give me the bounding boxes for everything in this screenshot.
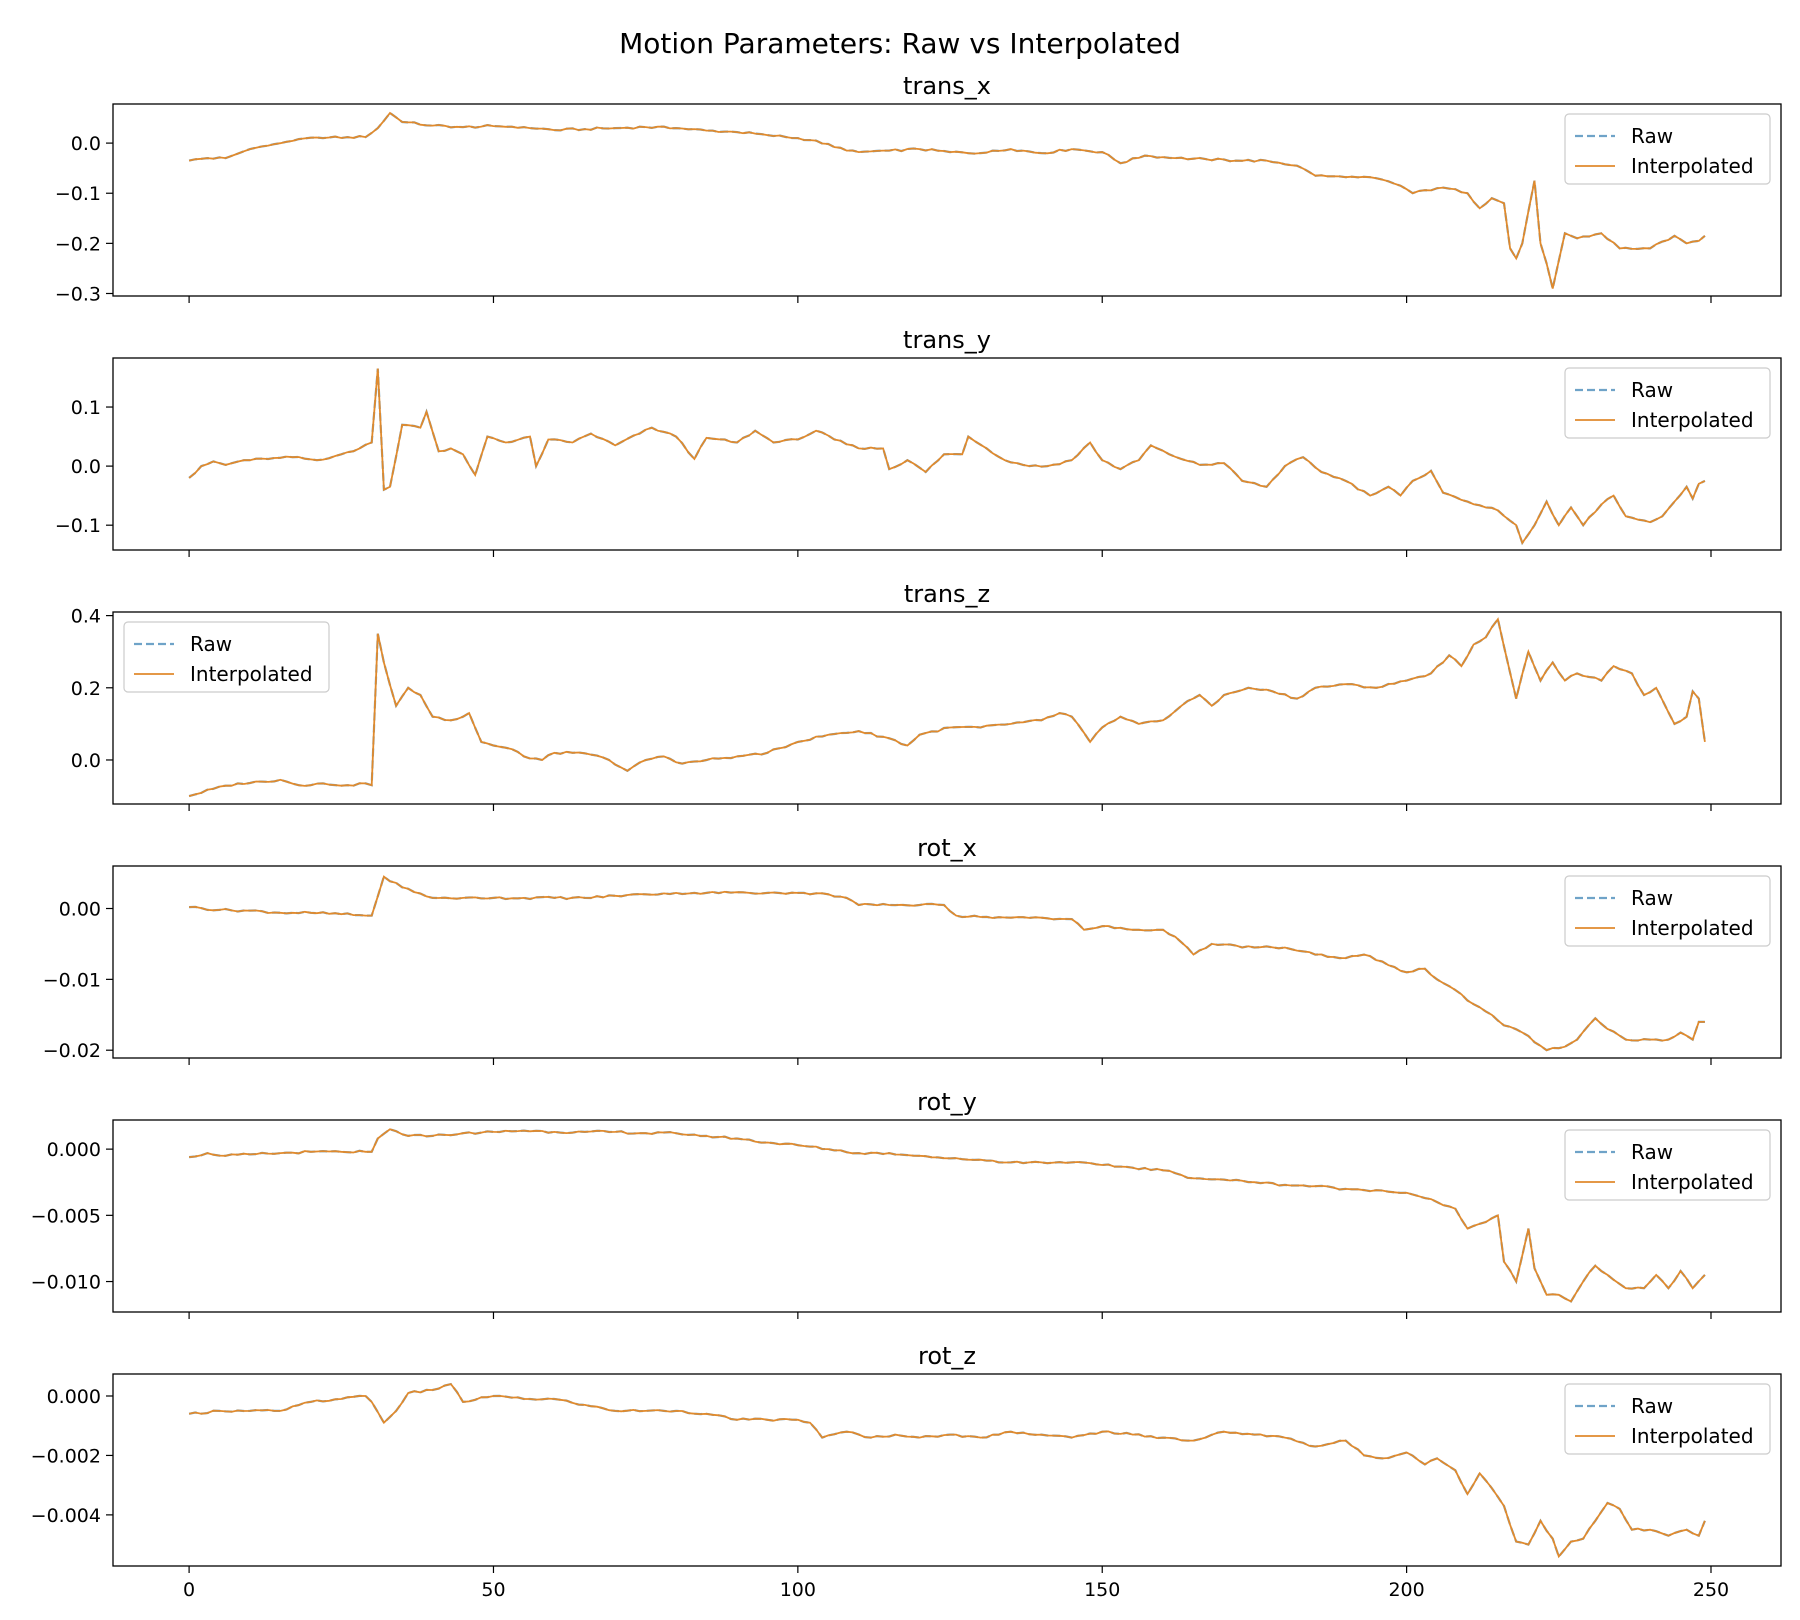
- legend-label-raw: Raw: [1631, 1140, 1673, 1164]
- y-tick-label-trans-z: 0.4: [71, 606, 101, 628]
- y-tick-label-rot-z: −0.004: [31, 1505, 101, 1527]
- y-tick-label-rot-z: 0.000: [47, 1386, 101, 1408]
- legend-box: [1564, 113, 1771, 185]
- panel-rot-y: rot_y 0.000 −0.005 −0.010 Raw Interpolated: [31, 1088, 1782, 1319]
- legend-label-raw: Raw: [1631, 886, 1673, 910]
- series-line-raw-trans-z: [188, 616, 1706, 798]
- y-tick-label-trans-y: 0.1: [71, 397, 101, 419]
- y-tick-label-rot-x: −0.02: [43, 1040, 101, 1062]
- series-line-interpolated-rot-z: [188, 1383, 1706, 1559]
- y-tick-label-trans-x: −0.2: [55, 233, 101, 255]
- x-tick-label: 50: [481, 1579, 505, 1601]
- legend-label-raw: Raw: [1631, 378, 1673, 402]
- series-line-interpolated-trans-x: [188, 111, 1706, 289]
- y-tick-label-trans-z: 0.2: [71, 678, 101, 700]
- legend-label-raw: Raw: [1631, 1394, 1673, 1418]
- legend-label-interpolated: Interpolated: [1631, 154, 1754, 178]
- panel-title-trans-y: trans_y: [903, 326, 991, 354]
- series-line-interpolated-rot-x: [189, 875, 1705, 1052]
- axes-frame-trans-x: [112, 103, 1782, 297]
- legend-label-interpolated: Interpolated: [1631, 1424, 1754, 1448]
- panels-group: trans_x0.0−0.1−0.2−0.3RawInterpolatedtra…: [31, 72, 1782, 1601]
- series-line-raw-rot-x: [189, 874, 1705, 1052]
- axes-frame-trans-y: [112, 357, 1782, 551]
- legend-trans-z: Raw Interpolated: [123, 621, 330, 693]
- panel-trans-z: trans_z 0.4 0.2 0.0 Raw Interpolated: [71, 580, 1782, 811]
- legend-trans-y: Raw Interpolated: [1564, 367, 1771, 439]
- series-line-raw-trans-y: [188, 368, 1706, 546]
- legend-box: [1564, 1129, 1771, 1201]
- panel-title-rot-x: rot_x: [917, 834, 977, 862]
- legend-trans-x: Raw Interpolated: [1564, 113, 1771, 185]
- legend-rot-z: Raw Interpolated: [1564, 1383, 1771, 1455]
- legend-rot-y: Raw Interpolated: [1564, 1129, 1771, 1201]
- axes-frame-rot-y: [112, 1119, 1782, 1313]
- x-tick-label: 150: [1084, 1579, 1120, 1601]
- y-tick-label-trans-x: −0.1: [55, 183, 101, 205]
- y-tick-label-rot-z: −0.002: [31, 1445, 101, 1467]
- series-line-raw-rot-y: [188, 1128, 1706, 1303]
- y-tick-label-rot-y: −0.005: [31, 1205, 101, 1227]
- legend-label-interpolated: Interpolated: [1631, 1170, 1754, 1194]
- panel-title-trans-z: trans_z: [904, 580, 990, 608]
- panel-title-rot-z: rot_z: [918, 1342, 976, 1370]
- legend-rot-x: Raw Interpolated: [1564, 875, 1771, 947]
- y-tick-label-trans-x: 0.0: [71, 133, 101, 155]
- axes-frame-rot-x: [112, 865, 1782, 1059]
- y-tick-label-rot-x: −0.01: [43, 969, 101, 991]
- legend-box: [1564, 367, 1771, 439]
- panel-trans-x: trans_x 0.0 −0.1 −0.2 −0.3 Raw Interpolated: [55, 72, 1782, 305]
- y-tick-label-rot-y: 0.000: [47, 1139, 101, 1161]
- y-tick-label-rot-x: 0.00: [59, 899, 101, 921]
- panel-title-rot-y: rot_y: [917, 1088, 977, 1116]
- legend-box: [1564, 1383, 1771, 1455]
- panel-rot-x: rot_x 0.00 −0.01 −0.02 Raw Interpolated: [43, 834, 1782, 1065]
- legend-label-raw: Raw: [1631, 124, 1673, 148]
- series-line-interpolated-trans-z: [188, 617, 1706, 797]
- x-tick-label: 200: [1388, 1579, 1424, 1601]
- legend-label-interpolated: Interpolated: [1631, 916, 1754, 940]
- series-line-interpolated-trans-y: [188, 368, 1706, 545]
- legend-label-interpolated: Interpolated: [1631, 408, 1754, 432]
- legend-box: [1564, 875, 1771, 947]
- panel-title-trans-x: trans_x: [903, 72, 991, 100]
- y-tick-label-trans-x: −0.3: [55, 283, 101, 305]
- axes-frame-trans-z: [112, 611, 1782, 805]
- figure-title: Motion Parameters: Raw vs Interpolated: [619, 27, 1181, 60]
- series-line-raw-rot-z: [188, 1382, 1706, 1559]
- y-tick-label-rot-y: −0.010: [31, 1272, 101, 1294]
- legend-label-raw: Raw: [190, 632, 232, 656]
- panel-trans-y: trans_y 0.1 0.0 −0.1 Raw Interpolated: [55, 326, 1782, 557]
- y-tick-label-trans-z: 0.0: [71, 750, 101, 772]
- legend-label-interpolated: Interpolated: [190, 662, 313, 686]
- panel-rot-z: rot_z 0 50 100 150 200 250 0.000 −0.002 −0.004 Raw…: [31, 1342, 1782, 1601]
- y-tick-label-trans-y: −0.1: [55, 515, 101, 537]
- series-line-raw-trans-x: [188, 111, 1706, 289]
- x-tick-label: 250: [1693, 1579, 1729, 1601]
- axes-frame-rot-z: [112, 1373, 1782, 1567]
- y-tick-label-trans-y: 0.0: [71, 456, 101, 478]
- x-tick-label: 100: [780, 1579, 816, 1601]
- legend-box: [123, 621, 330, 693]
- x-tick-label: 0: [183, 1579, 195, 1601]
- series-line-interpolated-rot-y: [189, 1128, 1706, 1303]
